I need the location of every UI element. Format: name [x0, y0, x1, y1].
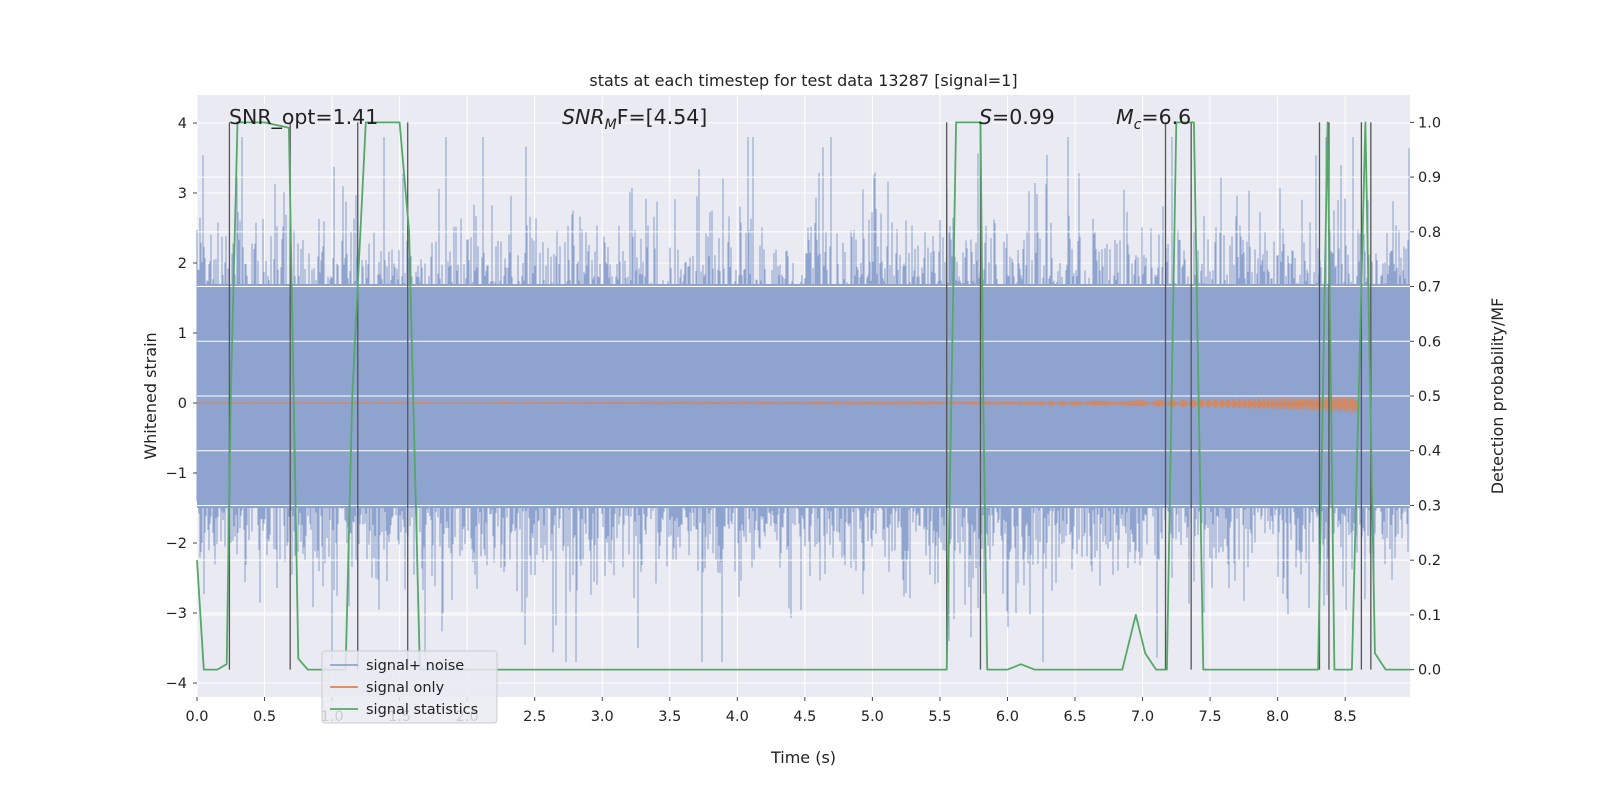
- right-grid-lines: [197, 176, 1410, 616]
- annotation-mc-sub: c: [1134, 117, 1142, 133]
- y-tick-label-5: −1: [166, 466, 187, 482]
- y-right-tick-label-1: 0.9: [1418, 170, 1441, 186]
- annotation-mc: Mc=6.6: [1116, 105, 1191, 133]
- x-tick-label-0: 0.0: [185, 709, 208, 725]
- tick-labels: 0.00.51.01.52.02.53.03.54.04.55.05.56.06…: [166, 115, 1441, 725]
- legend-label-signal-only: signal only: [366, 680, 445, 696]
- y-right-tick-label-0: 1.0: [1418, 115, 1441, 131]
- y-right-tick-label-2: 0.8: [1418, 225, 1441, 241]
- x-tick-label-12: 6.0: [996, 709, 1019, 725]
- legend: signal+ noise signal only signal statist…: [321, 650, 498, 724]
- y-right-tick-label-5: 0.5: [1418, 389, 1441, 405]
- x-tick-label-6: 3.0: [591, 709, 614, 725]
- x-tick-label-7: 3.5: [658, 709, 681, 725]
- y-tick-label-4: 0: [178, 396, 187, 412]
- x-tick-label-1: 0.5: [253, 709, 276, 725]
- annotation-s: S=0.99: [979, 105, 1055, 129]
- y-tick-label-7: −3: [166, 606, 187, 622]
- y-right-tick-label-4: 0.6: [1418, 334, 1441, 350]
- annotation-snr-mf-base: SNR: [562, 105, 605, 129]
- x-tick-label-13: 6.5: [1063, 709, 1086, 725]
- y-right-tick-label-3: 0.7: [1418, 280, 1441, 296]
- x-tick-label-11: 5.5: [928, 709, 951, 725]
- y-axis-label: Whitened strain: [141, 332, 160, 459]
- x-tick-label-10: 5.0: [861, 709, 884, 725]
- legend-label-signal-statistics: signal statistics: [366, 702, 478, 718]
- y-right-tick-label-7: 0.3: [1418, 498, 1441, 514]
- x-tick-label-17: 8.5: [1334, 709, 1357, 725]
- y-tick-label-1: 3: [178, 186, 187, 202]
- legend-box: [321, 650, 498, 724]
- x-tick-label-9: 4.5: [793, 709, 816, 725]
- legend-label-signal-noise: signal+ noise: [366, 658, 464, 674]
- y-right-tick-label-10: 0.0: [1418, 663, 1441, 679]
- annotation-snr-mf-rest: F=[4.54]: [617, 105, 708, 129]
- annotation-snr-mf: SNRMF=[4.54]: [562, 105, 707, 133]
- y-tick-label-6: −2: [166, 536, 187, 552]
- y-tick-label-8: −4: [166, 676, 187, 692]
- signal-statistics-series: [196, 121, 1410, 671]
- y-axis-label-right: Detection probability/MF: [1488, 298, 1507, 495]
- annotation-snr-opt: SNR_opt=1.41: [229, 105, 378, 130]
- x-tick-label-15: 7.5: [1199, 709, 1222, 725]
- y-right-tick-label-8: 0.2: [1418, 553, 1441, 569]
- y-right-tick-label-9: 0.1: [1418, 608, 1441, 624]
- annotation-s-base: S: [979, 105, 992, 129]
- x-tick-label-14: 7.0: [1131, 709, 1154, 725]
- y-right-tick-label-6: 0.4: [1418, 444, 1441, 460]
- annotation-s-rest: =0.99: [992, 105, 1055, 129]
- x-tick-label-5: 2.5: [523, 709, 546, 725]
- y-tick-label-3: 1: [178, 326, 187, 342]
- y-tick-label-0: 4: [178, 116, 187, 132]
- annotation-mc-base: M: [1116, 105, 1134, 129]
- annotation-snr-mf-sub: M: [605, 117, 617, 133]
- x-axis-label: Time (s): [770, 748, 836, 767]
- x-tick-label-16: 8.0: [1266, 709, 1289, 725]
- chart-title: stats at each timestep for test data 132…: [589, 71, 1017, 90]
- y-tick-label-2: 2: [178, 256, 187, 272]
- x-tick-label-8: 4.0: [726, 709, 749, 725]
- annotation-mc-rest: =6.6: [1141, 105, 1191, 129]
- signal-statistics-line: [196, 121, 1410, 671]
